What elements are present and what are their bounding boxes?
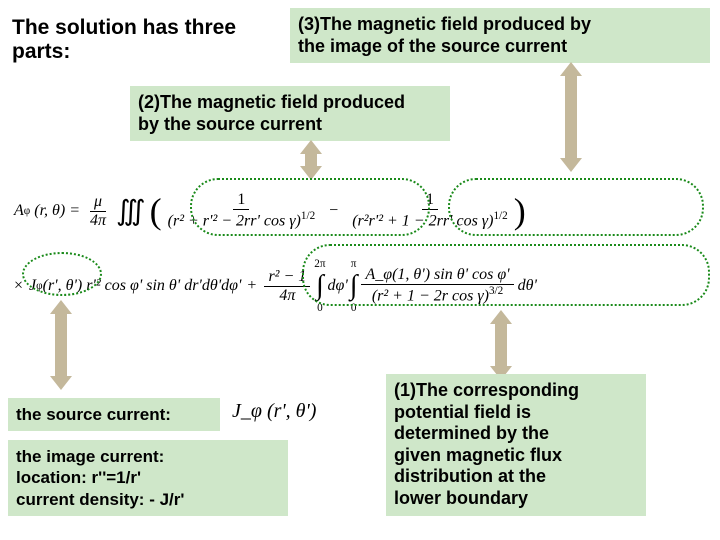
dotbox-term1 [190,178,430,236]
callout3-line1: (3)The magnetic field produced by [298,14,591,34]
arrow-callout2 [300,140,322,180]
arrow-callout1 [490,310,512,380]
arrow-head-down-icon [50,376,72,390]
callout1-line6: lower boundary [394,488,528,508]
callout-2: (2)The magnetic field produced by the so… [130,86,450,141]
callout3-line2: the image of the source current [298,36,567,56]
arrow-callout3 [560,62,582,172]
arrow-head-up-icon [50,300,72,314]
callout-1: (1)The corresponding potential field is … [386,374,646,516]
arrow-head-up-icon [560,62,582,76]
source-current-label: the source current: [8,398,220,431]
heading-line2: parts: [12,40,70,63]
heading: The solution has three parts: [6,12,286,68]
heading-line1: The solution has three [12,16,236,39]
callout1-line1: (1)The corresponding [394,380,579,400]
image-current-line1: the image current: [16,447,164,466]
arrow-src-current [50,300,72,390]
image-current-line3: current density: - J/r' [16,490,184,509]
callout1-line3: determined by the [394,423,549,443]
dotbox-potential [302,244,710,306]
arrow-head-up-icon [300,140,322,154]
callout-3: (3)The magnetic field produced by the im… [290,8,710,63]
callout2-line1: (2)The magnetic field produced [138,92,405,112]
callout2-line2: by the source current [138,114,322,134]
dotbox-jterm [22,252,102,296]
callout1-line2: potential field is [394,402,531,422]
arrow-head-down-icon [560,158,582,172]
callout1-line4: given magnetic flux [394,445,562,465]
image-current-box: the image current: location: r''=1/r' cu… [8,440,288,516]
arrow-head-up-icon [490,310,512,324]
source-current-math: J_φ (r', θ') [232,400,316,423]
dotbox-term2 [448,178,704,236]
image-current-line2: location: r''=1/r' [16,468,141,487]
callout1-line5: distribution at the [394,466,546,486]
